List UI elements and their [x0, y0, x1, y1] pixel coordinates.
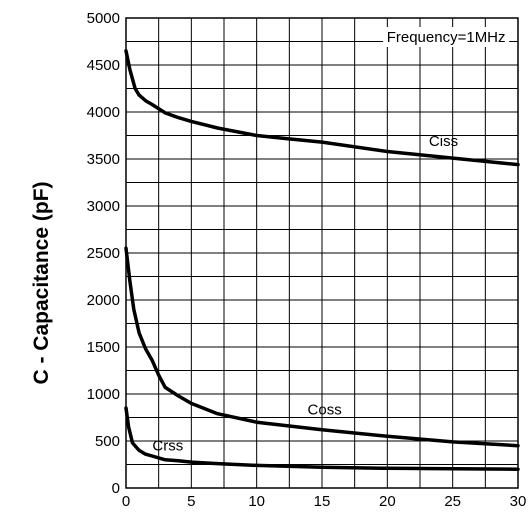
series-label-ciss: Ciss [429, 133, 458, 150]
series-line-ciss [124, 49, 520, 167]
y-axis-label: C - Capacitance (pF) [30, 181, 53, 384]
series-lines [124, 49, 520, 471]
y-tick-label: 3000 [87, 198, 120, 215]
y-tick-label: 0 [112, 480, 120, 497]
y-tick-label: 2000 [87, 292, 120, 309]
series-line-crss [124, 406, 520, 471]
x-tick-label: 25 [444, 493, 461, 510]
y-tick-labels: 0 500 1000 1500 2000 2500 3000 3500 4000 4500 5000 [87, 10, 120, 497]
annotation-background [383, 27, 510, 47]
x-tick-label: 10 [248, 493, 265, 510]
series-labels: Ciss Coss Crss [152, 133, 458, 455]
series-label-crss: Crss [152, 437, 183, 454]
x-tick-label: 0 [122, 493, 130, 510]
y-tick-label: 5000 [87, 10, 120, 27]
y-tick-label: 1000 [87, 386, 120, 403]
y-tick-label: 3500 [87, 151, 120, 168]
series-label-coss: Coss [308, 402, 342, 419]
x-tick-label: 20 [379, 493, 396, 510]
frequency-annotation: Frequency=1MHz [387, 29, 506, 46]
x-tick-labels: 0 5 10 15 20 25 30 [122, 493, 527, 510]
x-tick-label: 15 [314, 493, 331, 510]
y-tick-label: 2500 [87, 245, 120, 262]
series-line-coss [124, 246, 520, 448]
y-tick-label: 4000 [87, 104, 120, 121]
y-tick-label: 1500 [87, 339, 120, 356]
y-tick-label: 500 [95, 433, 120, 450]
y-tick-label: 4500 [87, 57, 120, 74]
x-tick-label: 30 [510, 493, 527, 510]
x-tick-label: 5 [187, 493, 195, 510]
